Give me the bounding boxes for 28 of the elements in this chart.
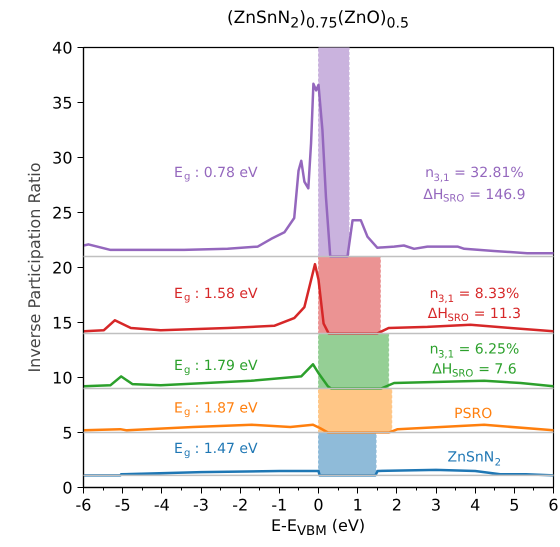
y-axis-title: Inverse Participation Ratio [25, 162, 44, 373]
y-tick-label: 15 [52, 314, 72, 332]
y-tick-label: 25 [52, 204, 72, 222]
x-tick-label: 5 [509, 496, 520, 514]
y-tick-label: 20 [52, 258, 72, 278]
x-tick-label: -2 [232, 496, 248, 514]
x-tick-label: 6 [548, 496, 559, 514]
x-tick-label: 4 [470, 496, 480, 514]
series-label: PSRO [454, 406, 492, 422]
y-tick-label: 30 [52, 148, 72, 168]
x-axis-title: E-E$_{VBM}$ (eV) [270, 516, 366, 542]
x-tick-label: -3 [193, 496, 209, 514]
x-tick-label: -1 [271, 496, 288, 514]
line-series [84, 82, 554, 258]
y-tick-label: 0 [62, 478, 73, 498]
y-tick-label: 10 [52, 368, 72, 388]
y-tick-label: 35 [52, 94, 72, 112]
chart-title: (ZnSnN$_{2}$)$_{0.75}$(ZnO)$_{0.5}$ [226, 7, 410, 34]
x-tick-label: 2 [392, 496, 402, 514]
x-tick-label: -6 [76, 496, 92, 514]
x-tick-label: 1 [352, 496, 363, 514]
x-tick-label: 3 [430, 496, 442, 514]
line-series [84, 262, 554, 335]
x-tick-label: 0 [313, 496, 324, 514]
y-tick-label: 40 [52, 38, 72, 58]
y-tick-label: 5 [62, 424, 73, 442]
x-tick-label: -4 [154, 496, 170, 514]
x-tick-label: -5 [114, 496, 131, 514]
